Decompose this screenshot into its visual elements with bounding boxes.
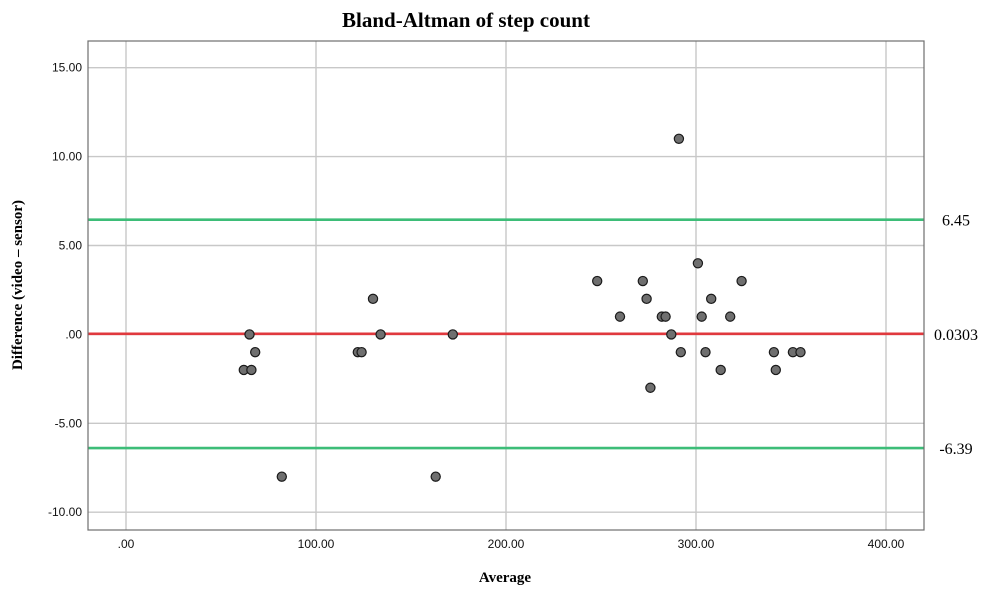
- data-point: [367, 293, 379, 305]
- data-point: [276, 471, 287, 482]
- data-point: [770, 364, 782, 376]
- chart-title: Bland-Altman of step count: [342, 8, 590, 32]
- reference-line-label: 6.45: [942, 213, 970, 230]
- data-point: [637, 275, 649, 287]
- data-point: [645, 382, 656, 393]
- data-point: [706, 293, 717, 305]
- data-point: [673, 133, 685, 144]
- data-point: [356, 346, 367, 358]
- data-point: [666, 329, 677, 340]
- data-points: [238, 133, 806, 482]
- reference-line-label: -6.39: [939, 441, 972, 458]
- grid-lines: [88, 41, 924, 530]
- data-point: [246, 364, 257, 376]
- y-tick-label: 10.00: [52, 150, 82, 164]
- y-axis-label: Difference (video – sensor): [10, 200, 26, 370]
- data-point: [249, 346, 261, 358]
- data-point: [592, 275, 603, 287]
- y-tick-label: 5.00: [59, 238, 83, 252]
- data-point: [244, 329, 255, 340]
- data-point: [447, 329, 458, 340]
- reference-lines: [88, 218, 924, 450]
- tick-labels: .00 100.00 200.00 300.00 400.00 15.00 10.00 5.0…: [48, 61, 905, 551]
- data-point: [696, 311, 707, 322]
- data-point: [725, 311, 736, 322]
- x-axis-label: Average: [479, 570, 532, 586]
- x-tick-label: .00: [118, 537, 135, 551]
- data-point: [375, 329, 386, 340]
- x-tick-label: 100.00: [298, 537, 335, 551]
- data-point: [768, 346, 780, 358]
- y-tick-label: -10.00: [48, 505, 82, 519]
- y-tick-label: -5.00: [55, 416, 83, 430]
- data-point: [614, 311, 626, 322]
- reference-line-label: 0.0303: [934, 327, 978, 344]
- y-tick-label: .00: [65, 327, 82, 341]
- data-point: [675, 346, 687, 358]
- data-point: [641, 293, 652, 305]
- x-tick-label: 200.00: [488, 537, 525, 551]
- data-point: [736, 275, 747, 287]
- data-point: [715, 364, 726, 376]
- x-tick-label: 300.00: [678, 537, 715, 551]
- data-point: [692, 258, 704, 269]
- data-point: [795, 346, 806, 358]
- data-point: [700, 346, 711, 358]
- y-tick-label: 15.00: [52, 61, 82, 75]
- reference-line-labels: 6.45 0.0303 -6.39: [934, 213, 978, 458]
- data-point: [430, 471, 441, 482]
- plot-frame: [87, 40, 925, 531]
- data-point: [660, 311, 671, 322]
- x-tick-label: 400.00: [868, 537, 905, 551]
